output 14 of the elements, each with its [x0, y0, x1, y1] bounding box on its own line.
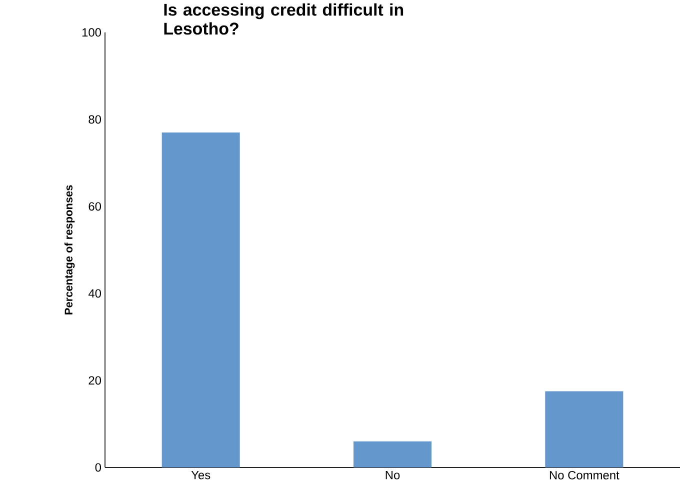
x-tick-label: No — [386, 470, 400, 480]
bar — [354, 441, 432, 468]
y-tick-label: 60 — [88, 202, 102, 210]
chart-title: Is accessing credit difficult in Lesotho? — [164, 3, 404, 34]
y-tick-label: 0 — [95, 462, 102, 472]
y-tick-label: 20 — [88, 376, 102, 384]
x-tick-label: No Comment — [550, 470, 620, 480]
y-axis-title: Percentage of responses — [64, 185, 75, 314]
y-tick-label: 80 — [88, 114, 102, 124]
x-tick-label: Yes — [191, 470, 210, 480]
bar — [545, 391, 624, 468]
bar — [162, 132, 240, 468]
y-tick-label: 100 — [82, 28, 102, 36]
y-tick-label: 40 — [88, 288, 102, 298]
